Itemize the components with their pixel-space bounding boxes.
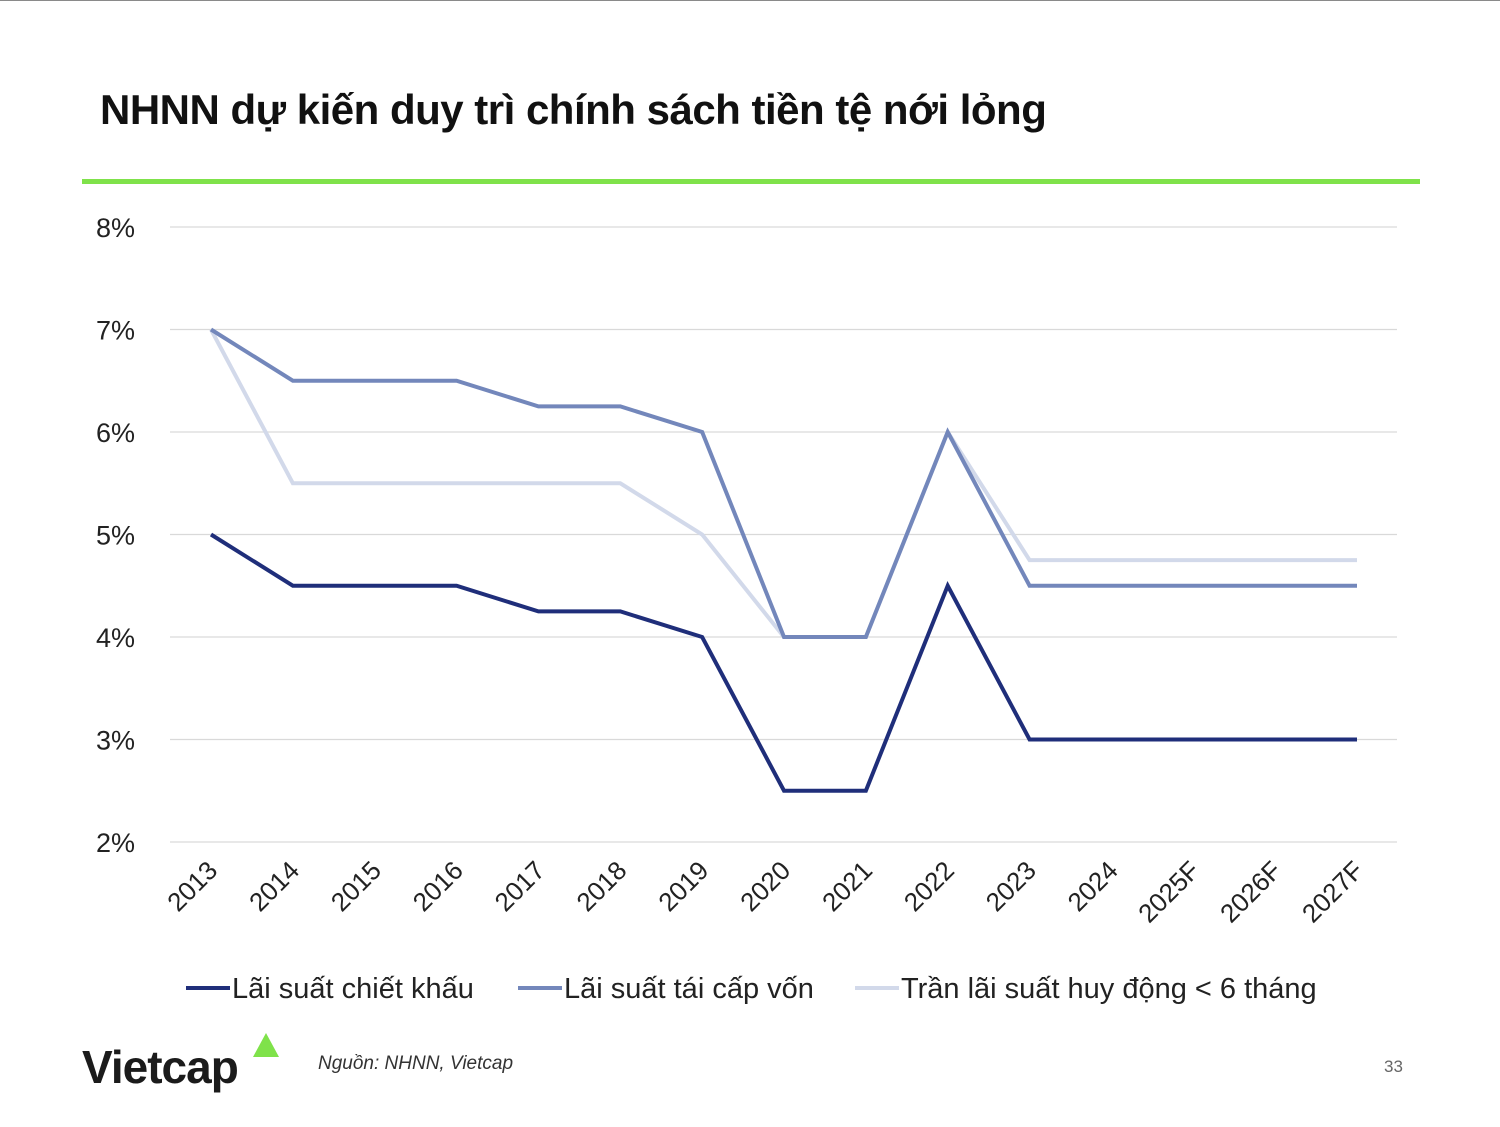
series-lines bbox=[209, 327, 1357, 793]
legend-label-1: Lãi suất chiết khấu bbox=[232, 973, 474, 1005]
x-tick-label: 2021 bbox=[816, 855, 878, 917]
legend-label-3: Trần lãi suất huy động < 6 tháng bbox=[901, 973, 1317, 1005]
legend: Lãi suất chiết khấu Lãi suất tái cấp vốn T… bbox=[186, 973, 1317, 1005]
x-tick-label: 2023 bbox=[980, 855, 1042, 917]
series-line-2 bbox=[209, 327, 1357, 639]
source-note: Nguồn: NHNN, Vietcap bbox=[318, 1053, 514, 1074]
y-tick-label: 3% bbox=[96, 726, 135, 756]
grid-lines bbox=[170, 226, 1397, 843]
x-tick-label: 2025F bbox=[1132, 855, 1205, 928]
y-tick-label: 4% bbox=[96, 623, 135, 653]
logo-text: Vietcap bbox=[82, 1041, 239, 1093]
x-tick-label: 2015 bbox=[325, 855, 387, 917]
series-line-3 bbox=[209, 328, 1357, 639]
x-tick-label: 2019 bbox=[652, 855, 714, 917]
x-tick-label: 2013 bbox=[161, 855, 223, 917]
x-tick-label: 2020 bbox=[734, 855, 796, 917]
y-tick-label: 8% bbox=[96, 213, 135, 243]
y-axis-ticks: 2% 3% 4% 5% 6% 7% 8% bbox=[96, 213, 135, 858]
x-tick-label: 2016 bbox=[407, 855, 469, 917]
x-tick-label: 2026F bbox=[1214, 855, 1287, 928]
logo-triangle-icon bbox=[253, 1033, 279, 1057]
y-tick-label: 2% bbox=[96, 828, 135, 858]
y-tick-label: 6% bbox=[96, 418, 135, 448]
page-number: 33 bbox=[1384, 1057, 1403, 1076]
x-axis-ticks: 2013 2014 2015 2016 2017 2018 2019 2020 2021 2022… bbox=[161, 855, 1369, 928]
x-tick-label: 2014 bbox=[243, 855, 305, 917]
x-tick-label: 2017 bbox=[489, 855, 551, 917]
y-tick-label: 5% bbox=[96, 521, 135, 551]
x-tick-label: 2027F bbox=[1296, 855, 1369, 928]
legend-label-2: Lãi suất tái cấp vốn bbox=[564, 973, 814, 1005]
page-title: NHNN dự kiến duy trì chính sách tiền tệ … bbox=[100, 86, 1047, 133]
x-tick-label: 2018 bbox=[570, 855, 632, 917]
top-border bbox=[0, 0, 1500, 1]
title-accent-bar bbox=[82, 179, 1420, 184]
series-line-1 bbox=[209, 532, 1357, 793]
y-tick-label: 7% bbox=[96, 316, 135, 346]
x-tick-label: 2022 bbox=[898, 855, 960, 917]
vietcap-logo: Vietcap bbox=[82, 1032, 282, 1102]
x-tick-label: 2024 bbox=[1062, 855, 1124, 917]
